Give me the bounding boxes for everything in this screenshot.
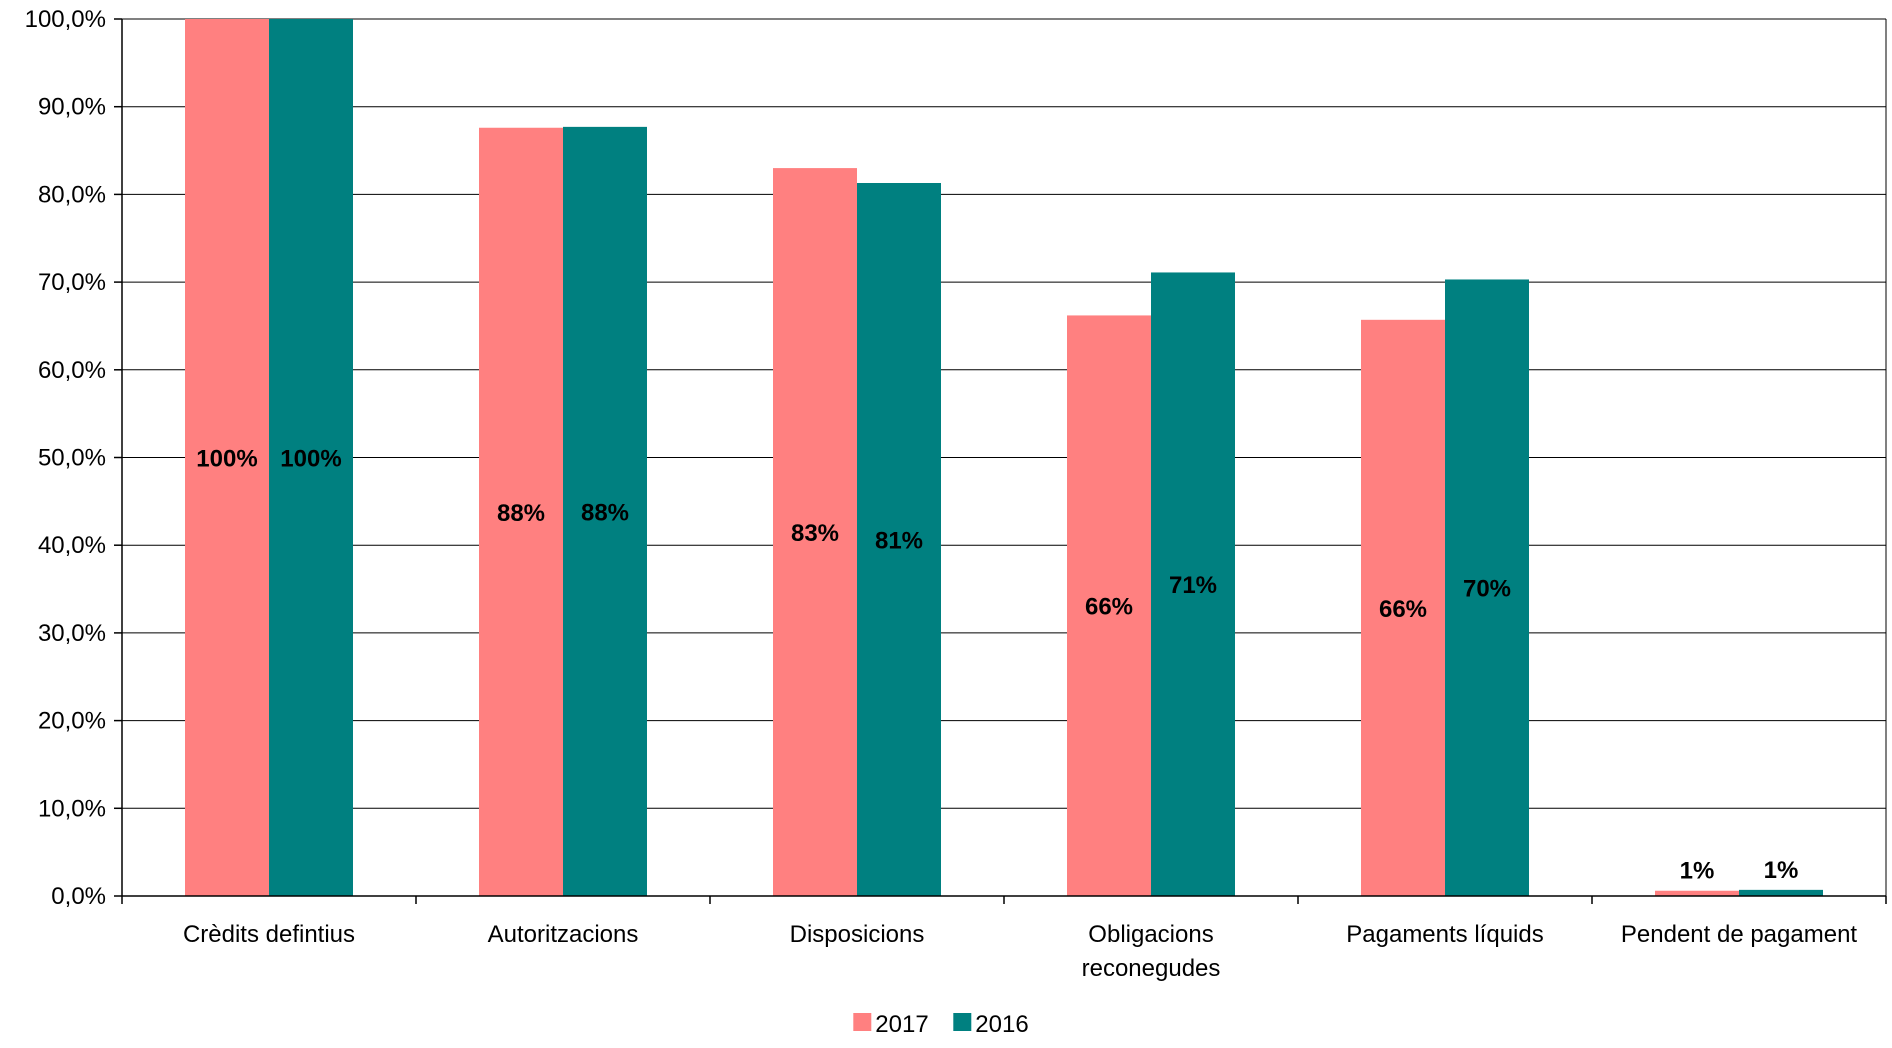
y-tick-label: 70,0% [38,269,106,296]
data-label: 1% [1680,858,1715,885]
category-label: Crèdits defintius [183,921,355,948]
y-tick-label: 100,0% [25,6,106,33]
bar-2016 [1445,279,1529,896]
y-axis-tick-labels: 0,0% 10,0% 20,0% 30,0% 40,0% 50,0% 60,0% 70,0% 8… [25,6,106,910]
y-tick-label: 50,0% [38,445,106,472]
bar-2017 [479,127,563,897]
bar-2016 [1739,889,1823,896]
bar-2017 [185,19,269,896]
data-label: 1% [1764,857,1799,884]
category-label: Pendent de pagament [1621,921,1858,948]
legend-swatch-2017 [853,1013,872,1031]
data-label: 100% [280,446,341,473]
legend-swatch-2016 [953,1013,972,1031]
y-tick-label: 80,0% [38,181,106,208]
data-label: 88% [581,499,629,526]
data-labels: 100% 100% 88% 88% 83% 81% 66% 71% 66% 70% 1% 1% [196,446,1798,885]
category-label: Disposicions [790,921,925,948]
data-label: 83% [791,520,839,547]
y-tick-label: 30,0% [38,620,106,647]
data-label: 71% [1169,572,1217,599]
y-tick-label: 10,0% [38,795,106,822]
y-tick-label: 20,0% [38,708,106,735]
category-label: Pagaments líquids [1346,921,1543,948]
bar-2017 [1655,890,1739,896]
bar-2016 [563,126,647,897]
bar-2017 [773,168,857,897]
bar-2017 [1067,315,1151,896]
y-tick-label: 90,0% [38,94,106,121]
legend-label: 2017 [875,1011,928,1038]
y-tick-label: 0,0% [51,883,106,910]
y-tick-label: 60,0% [38,357,106,384]
data-label: 100% [196,446,257,473]
grid-lines [122,18,1887,896]
bar-2017 [1361,319,1445,896]
x-axis-category-labels: Crèdits defintius Autoritzacions Disposici… [183,921,1857,982]
bar-2016 [1151,272,1235,896]
y-tick-label: 40,0% [38,532,106,559]
data-label: 66% [1379,596,1427,623]
data-label: 70% [1463,576,1511,603]
legend: 2017 2016 [853,1011,1029,1038]
category-label: Autoritzacions [488,921,639,948]
bar-2016 [269,19,353,896]
data-label: 66% [1085,594,1133,621]
bars [185,19,1823,897]
bar-2016 [857,182,941,896]
category-label: Obligacions reconegudes [1082,921,1221,982]
data-label: 81% [875,527,923,554]
legend-label: 2016 [975,1011,1028,1038]
axes [114,18,1887,904]
data-label: 88% [497,500,545,527]
